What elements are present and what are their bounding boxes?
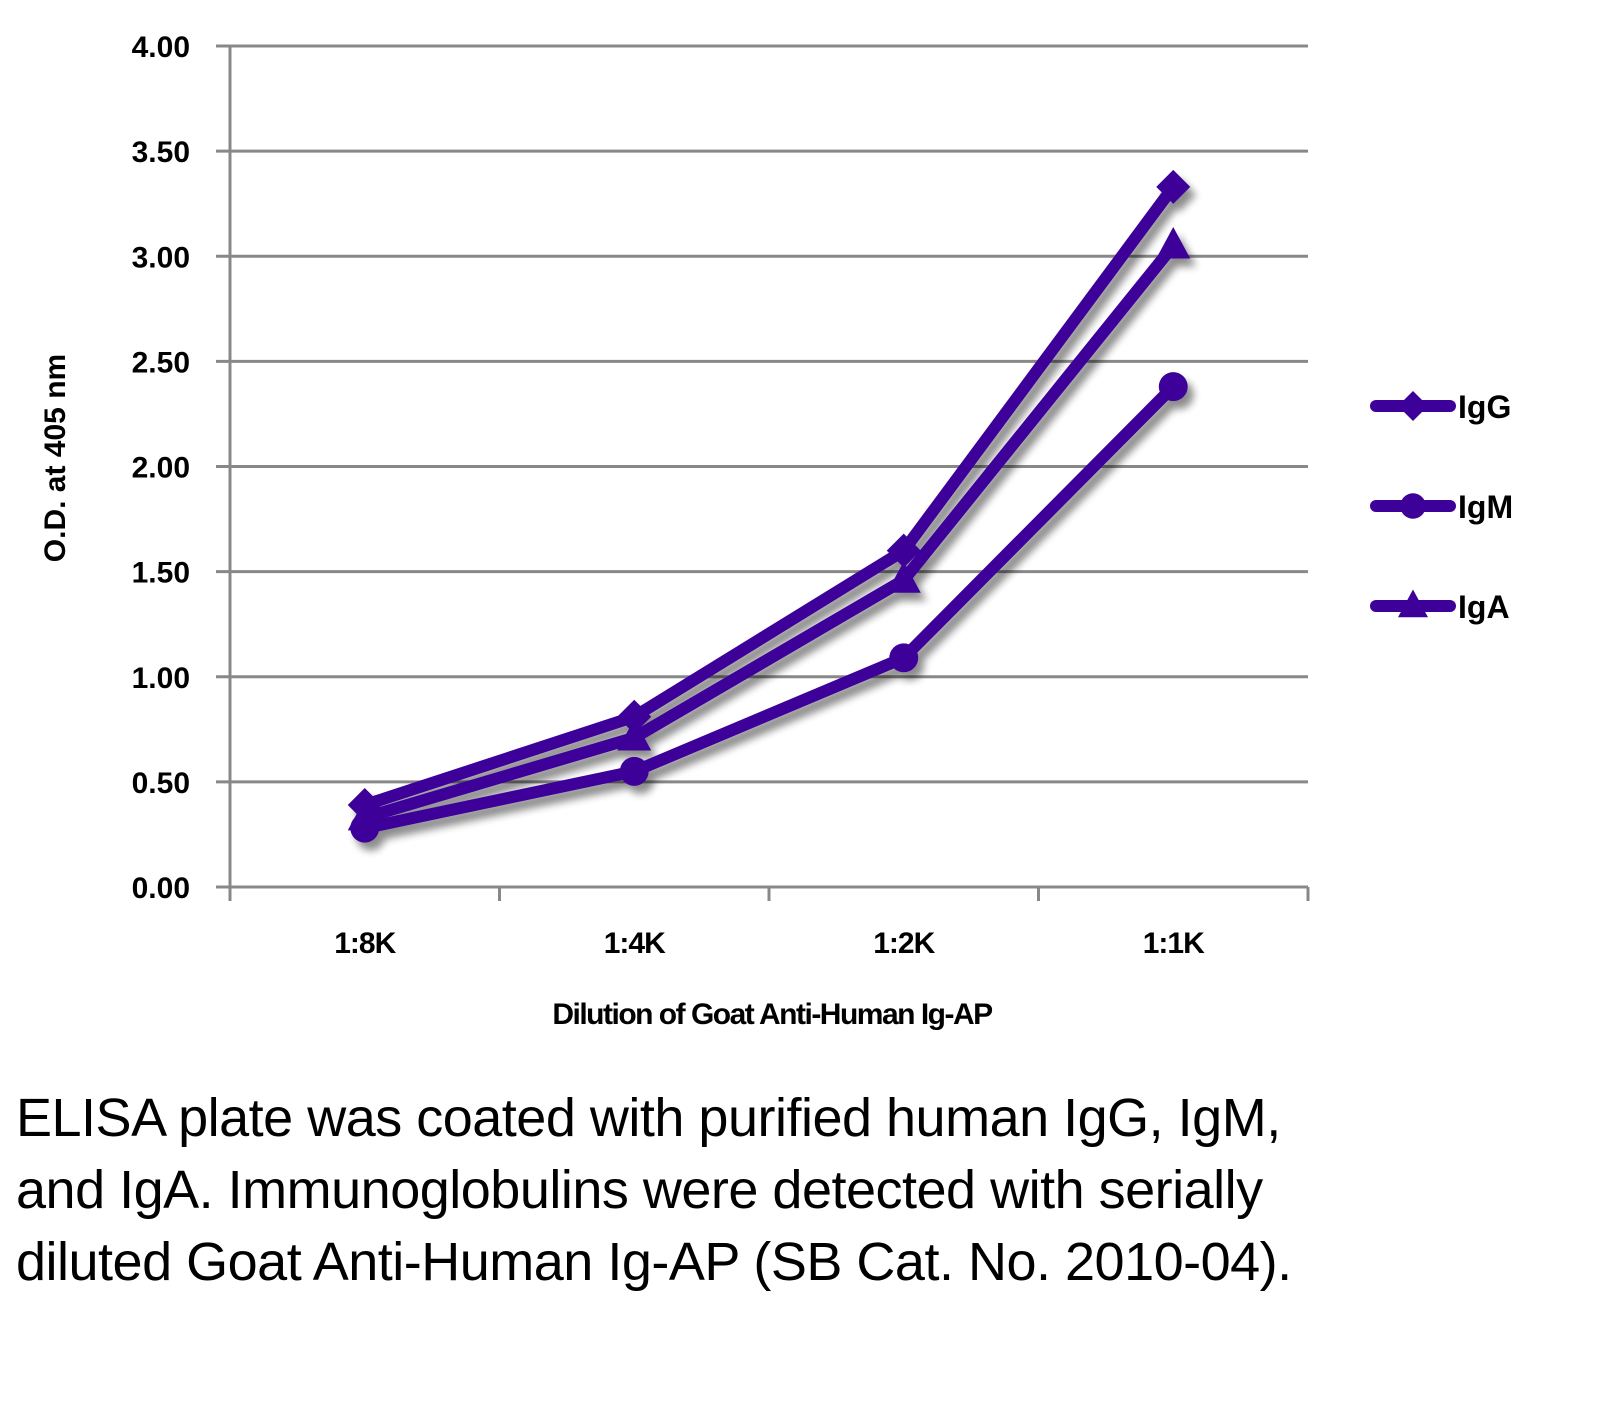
x-tick-label: 1:2K	[873, 927, 935, 960]
axes	[216, 46, 1310, 901]
series	[347, 169, 1191, 843]
x-tick-label: 1:4K	[604, 927, 666, 960]
data-point-circle	[619, 756, 649, 786]
data-point-triangle	[347, 798, 382, 831]
x-tick-labels: 1:8K 1:4K 1:2K 1:1K	[334, 927, 1206, 960]
y-tick-label: 0.50	[132, 767, 190, 800]
legend-label: IgG	[1458, 389, 1511, 425]
series-line	[358, 380, 1180, 835]
data-point-diamond	[1156, 169, 1191, 204]
data-point-diamond	[617, 699, 652, 734]
series-igm	[350, 372, 1188, 843]
legend-item-igg: IgG	[1370, 389, 1511, 425]
legend-label: IgM	[1458, 489, 1513, 525]
series-iga	[347, 227, 1191, 831]
y-tick-label: 3.50	[132, 136, 190, 169]
data-point-triangle	[886, 561, 921, 593]
legend-item-igm: IgM	[1370, 489, 1513, 525]
legend-item-iga: IgA	[1370, 589, 1510, 625]
data-point-triangle	[617, 719, 652, 751]
y-tick-label: 2.00	[132, 452, 190, 485]
series-line	[358, 180, 1180, 812]
figure-caption: ELISA plate was coated with purified hum…	[16, 1088, 1292, 1292]
elisa-line-chart: 0.00 0.50 1.00 1.50 2.00 2.50 3.00 3.50 4.00 1:8…	[39, 31, 1513, 1031]
y-tick-label: 3.00	[132, 241, 190, 274]
legend-label: IgA	[1458, 589, 1510, 625]
x-axis-title: Dilution of Goat Anti-Human Ig-AP	[552, 998, 992, 1031]
data-point-circle	[1158, 372, 1188, 402]
y-tick-label: 4.00	[132, 31, 190, 64]
grid-lines	[216, 44, 1308, 889]
x-tick-label: 1:8K	[334, 927, 396, 960]
y-tick-label: 1.00	[132, 662, 190, 695]
x-tick-label: 1:1K	[1143, 927, 1205, 960]
series-line	[358, 239, 1180, 824]
y-axis-title: O.D. at 405 nm	[39, 354, 72, 562]
data-point-triangle	[1156, 227, 1191, 259]
legend-marker-triangle	[1398, 589, 1428, 618]
legend-marker-diamond	[1398, 391, 1428, 421]
y-tick-label: 0.00	[132, 872, 190, 905]
data-point-circle	[889, 643, 919, 673]
legend: IgG IgM IgA	[1370, 389, 1513, 625]
series-igg	[347, 169, 1191, 823]
data-point-diamond	[886, 533, 921, 568]
y-tick-label: 2.50	[132, 346, 190, 379]
y-tick-labels: 0.00 0.50 1.00 1.50 2.00 2.50 3.00 3.50 4.00	[132, 31, 190, 905]
legend-marker-circle	[1400, 493, 1426, 519]
y-tick-label: 1.50	[132, 557, 190, 590]
